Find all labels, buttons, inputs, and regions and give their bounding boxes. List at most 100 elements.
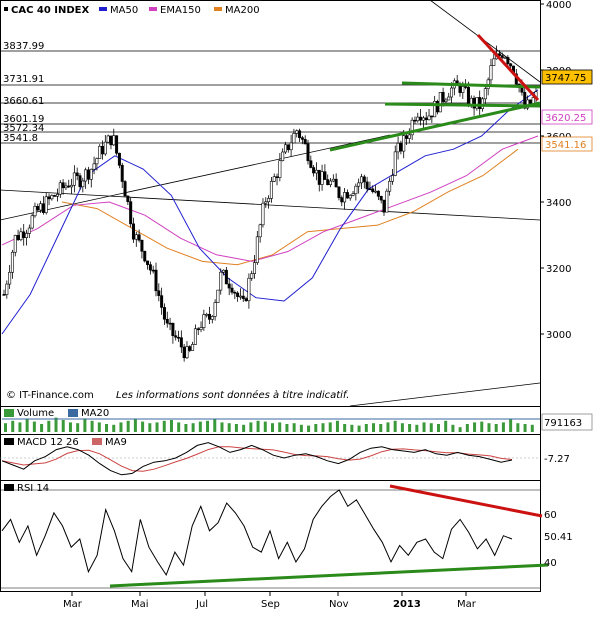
candle-body xyxy=(39,203,43,211)
volume-bar xyxy=(234,424,238,432)
volume-bar xyxy=(400,423,404,432)
volume-value-label: 791163 xyxy=(544,418,582,429)
candle-body xyxy=(143,250,147,262)
candle-body xyxy=(207,313,211,320)
volume-bar xyxy=(523,424,527,432)
y-tick-label: 3000 xyxy=(546,330,571,341)
candle-body xyxy=(258,224,262,238)
candle-body xyxy=(435,101,439,113)
candle-body xyxy=(75,172,79,176)
value-box-ma200: 3541.16 xyxy=(541,136,593,152)
volume-bar xyxy=(307,425,311,432)
candle-body xyxy=(466,87,470,105)
candle-body xyxy=(509,63,513,67)
volume-bar xyxy=(47,420,51,432)
candle-body xyxy=(140,239,144,252)
x-tick-label: Nov xyxy=(329,599,349,610)
rsi-lower-label: 40 xyxy=(544,558,557,569)
candle-body xyxy=(112,135,116,146)
legend-label-ma50: MA50 xyxy=(110,5,138,16)
candle-body xyxy=(340,197,344,203)
x-tick-label: Mai xyxy=(131,599,149,610)
candle-body xyxy=(41,203,45,213)
candle-body xyxy=(129,201,133,225)
candle-body xyxy=(224,269,228,285)
candle-body xyxy=(44,196,48,213)
annotation-green-range-bottom xyxy=(384,102,541,108)
value-box-ma200-label: 3541.16 xyxy=(545,140,586,151)
candle-body xyxy=(450,87,454,98)
candle-body xyxy=(101,146,105,155)
candle-body xyxy=(393,151,397,176)
y-tick-label: 3400 xyxy=(546,198,571,209)
level-labels: 3837.99 3731.91 3660.61 3601.19 3572.34 … xyxy=(3,41,44,144)
macd-legend-label: MACD 12 26 xyxy=(17,437,79,448)
annotation-green-support xyxy=(329,101,541,152)
candle-body xyxy=(357,182,361,187)
candle-body xyxy=(345,192,349,199)
annotation-green-range-top xyxy=(401,81,541,89)
volume-bar xyxy=(350,424,354,432)
volume-legend-label: Volume xyxy=(17,408,54,419)
candle-body xyxy=(334,178,338,188)
level-label-2: 3731.91 xyxy=(3,74,44,85)
candle-body xyxy=(433,101,437,118)
candle-body xyxy=(157,290,161,296)
candle-body xyxy=(22,231,26,238)
volume-bar xyxy=(314,424,318,432)
ma200-line xyxy=(61,148,519,266)
volume-bar xyxy=(501,422,505,432)
candle-body xyxy=(148,264,152,271)
candle-body xyxy=(120,164,124,182)
volume-bar xyxy=(148,423,152,432)
candle-body xyxy=(95,158,99,165)
candle-body xyxy=(154,269,158,292)
candle-body xyxy=(86,169,90,180)
candle-body xyxy=(472,97,476,109)
ma9-legend-label: MA9 xyxy=(105,437,127,448)
volume-bar xyxy=(169,420,173,432)
candle-body xyxy=(264,201,268,204)
volume-bar xyxy=(408,424,412,432)
candle-body xyxy=(492,58,496,66)
volume-bar xyxy=(220,422,224,432)
candle-body xyxy=(444,99,448,102)
candle-body xyxy=(292,133,296,144)
candle-body xyxy=(402,135,406,152)
candle-body xyxy=(70,184,74,188)
candle-body xyxy=(165,318,169,324)
volume-bar xyxy=(516,423,520,432)
volume-bar xyxy=(119,422,123,432)
volume-bar xyxy=(451,424,455,432)
candle-body xyxy=(464,86,468,88)
candle-body xyxy=(213,302,217,317)
candle-body xyxy=(396,142,400,153)
value-box-ema150-bg xyxy=(541,109,593,125)
candle-body xyxy=(413,119,417,122)
candle-body xyxy=(416,116,420,122)
volume-bar xyxy=(299,424,303,432)
candle-body xyxy=(427,115,431,121)
rsi-panel xyxy=(0,480,541,592)
level-label-5: 3572.34 xyxy=(3,123,44,134)
volume-bar xyxy=(415,424,419,432)
volume-bar xyxy=(177,422,181,432)
candle-body xyxy=(247,277,251,302)
candle-body xyxy=(503,57,507,59)
volume-bar xyxy=(364,424,368,432)
candle-body xyxy=(205,313,209,316)
value-box-ema150-label: 3620.25 xyxy=(545,113,586,124)
volume-bar xyxy=(112,424,116,432)
candle-body xyxy=(523,91,527,109)
volume-bar xyxy=(141,421,145,432)
y-tick-label: 3200 xyxy=(546,264,571,275)
volume-bar xyxy=(509,419,513,432)
candle-body xyxy=(61,182,65,189)
candle-body xyxy=(84,169,88,182)
candle-body xyxy=(500,55,504,58)
candle-body xyxy=(103,141,107,155)
candle-body xyxy=(171,322,175,337)
volume-bar xyxy=(227,423,231,432)
annotation-red-resistance xyxy=(476,33,540,102)
candle-body xyxy=(506,57,510,65)
